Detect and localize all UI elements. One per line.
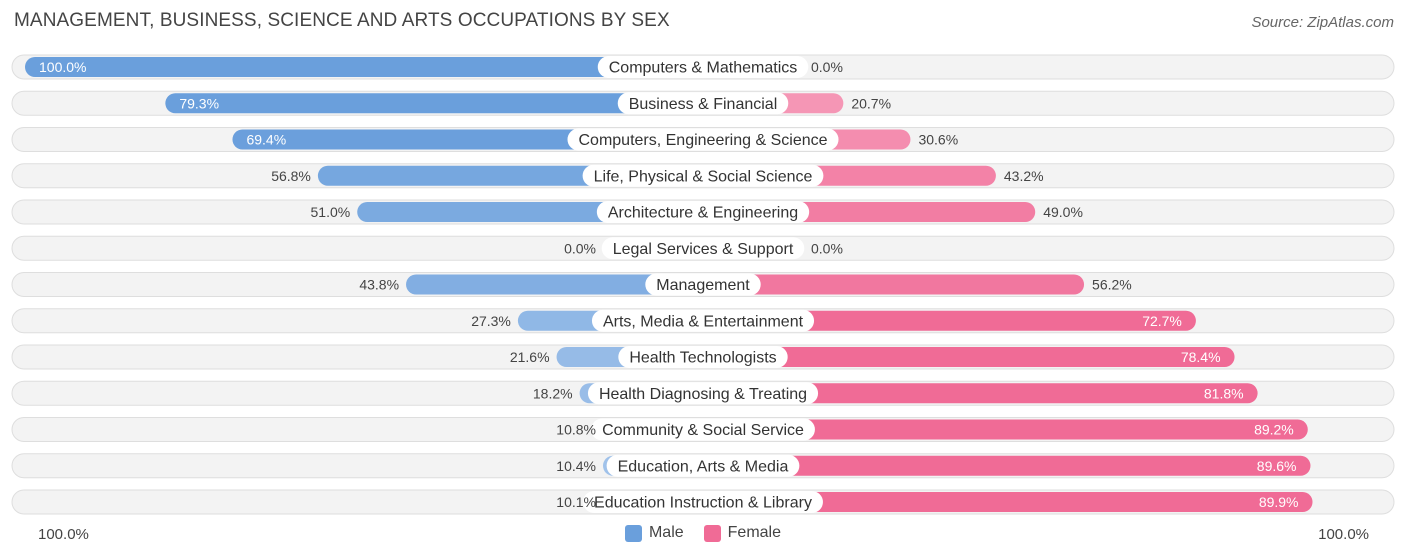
bar-row: Health Technologists 21.6% 78.4%: [11, 344, 1395, 370]
bar-row: Business & Financial 79.3% 20.7%: [11, 90, 1395, 116]
bar-female: [693, 383, 1258, 404]
bar-row: Architecture & Engineering 51.0% 49.0%: [11, 199, 1395, 225]
category-label-background: [617, 92, 789, 115]
value-label-female: 0.0%: [811, 59, 843, 75]
category-label-background: [591, 309, 815, 332]
category-label-background: [567, 128, 839, 151]
value-label-male: 10.4%: [556, 458, 596, 474]
category-label-background: [645, 273, 761, 296]
value-label-female: 30.6%: [918, 132, 958, 148]
bar-row: Health Diagnosing & Treating 18.2% 81.8%: [11, 380, 1395, 406]
category-label: Business & Financial: [629, 96, 778, 113]
value-label-male: 43.8%: [359, 277, 399, 293]
category-label: Legal Services & Support: [613, 241, 794, 258]
category-label: Arts, Media & Entertainment: [603, 313, 804, 330]
value-label-female: 89.6%: [1257, 458, 1297, 474]
category-label: Health Technologists: [629, 350, 776, 367]
category-label: Education, Arts & Media: [618, 458, 789, 475]
value-label-male: 10.1%: [556, 494, 596, 510]
category-label: Architecture & Engineering: [608, 205, 798, 222]
category-label: Community & Social Service: [602, 422, 804, 439]
bar-female: [693, 492, 1313, 512]
bar-female: [693, 274, 1085, 295]
value-label-female: 0.0%: [811, 240, 843, 256]
category-label: Management: [656, 277, 750, 294]
bar-row: Arts, Media & Entertainment 27.3% 72.7%: [11, 308, 1395, 334]
value-label-female: 78.4%: [1181, 349, 1221, 365]
category-label: Education Instruction & Library: [594, 495, 812, 512]
legend-item-male: Male: [624, 524, 684, 542]
value-label-male: 0.0%: [564, 240, 596, 256]
axis-right-label: 100.0%: [1318, 526, 1369, 543]
value-label-male: 100.0%: [39, 59, 86, 75]
bar-row: Computers, Engineering & Science 69.4% 30.…: [11, 127, 1395, 152]
category-label-background: [587, 382, 819, 405]
axis-left-label: 100.0%: [38, 526, 89, 543]
bar-male: [25, 57, 713, 77]
value-label-male: 10.8%: [556, 422, 596, 438]
category-label-background: [618, 346, 788, 368]
value-label-male: 79.3%: [179, 95, 219, 111]
value-label-male: 69.4%: [246, 132, 286, 148]
value-label-female: 56.2%: [1092, 277, 1132, 293]
value-label-male: 56.8%: [271, 168, 311, 184]
value-label-male: 21.6%: [510, 349, 550, 365]
legend-swatch-female: [703, 524, 721, 542]
bar-row: Community & Social Service 10.8% 89.2%: [11, 417, 1395, 442]
bar-female: [693, 419, 1308, 440]
bar-row: Legal Services & Support 0.0% 0.0%: [11, 235, 1395, 261]
legend-item-female: Female: [703, 524, 782, 542]
source-label: Source: ZipAtlas.com: [1251, 14, 1394, 31]
category-label-background: [597, 56, 809, 78]
legend: Male Female: [0, 524, 1406, 542]
bar-female: [693, 455, 1311, 476]
chart-title: MANAGEMENT, BUSINESS, SCIENCE AND ARTS O…: [14, 10, 670, 31]
category-label-background: [582, 164, 824, 187]
value-label-female: 89.9%: [1259, 494, 1299, 510]
value-label-male: 51.0%: [311, 204, 351, 220]
bar-row: Management 43.8% 56.2%: [11, 272, 1395, 297]
bar-female: [693, 310, 1196, 331]
legend-swatch-male: [624, 524, 642, 542]
category-label-background: [606, 454, 800, 477]
category-label-background: [591, 418, 815, 441]
value-label-female: 43.2%: [1004, 168, 1044, 184]
value-label-female: 20.7%: [851, 95, 891, 111]
category-label-background: [596, 201, 810, 223]
bar-row: Computers & Mathematics 100.0% 0.0%: [11, 54, 1395, 80]
bar-row: Life, Physical & Social Science 56.8% 43.2…: [11, 163, 1395, 189]
category-label: Health Diagnosing & Treating: [599, 386, 807, 403]
value-label-female: 81.8%: [1204, 385, 1244, 401]
value-label-male: 18.2%: [533, 385, 573, 401]
bar-row: Education, Arts & Media 10.4% 89.6%: [11, 453, 1395, 479]
value-label-female: 72.7%: [1142, 313, 1182, 329]
category-label-background: [583, 491, 823, 513]
bar-male: [165, 93, 713, 114]
category-label: Computers, Engineering & Science: [578, 132, 827, 149]
bar-female: [693, 347, 1235, 367]
category-label-background: [601, 237, 805, 260]
category-label: Computers & Mathematics: [609, 60, 798, 77]
legend-label-male: Male: [648, 524, 684, 541]
bar-male: [406, 274, 713, 295]
legend-label-female: Female: [727, 524, 782, 541]
value-label-male: 27.3%: [471, 313, 511, 329]
value-label-female: 89.2%: [1254, 422, 1294, 438]
value-label-female: 49.0%: [1043, 204, 1083, 220]
category-label: Life, Physical & Social Science: [594, 168, 813, 185]
